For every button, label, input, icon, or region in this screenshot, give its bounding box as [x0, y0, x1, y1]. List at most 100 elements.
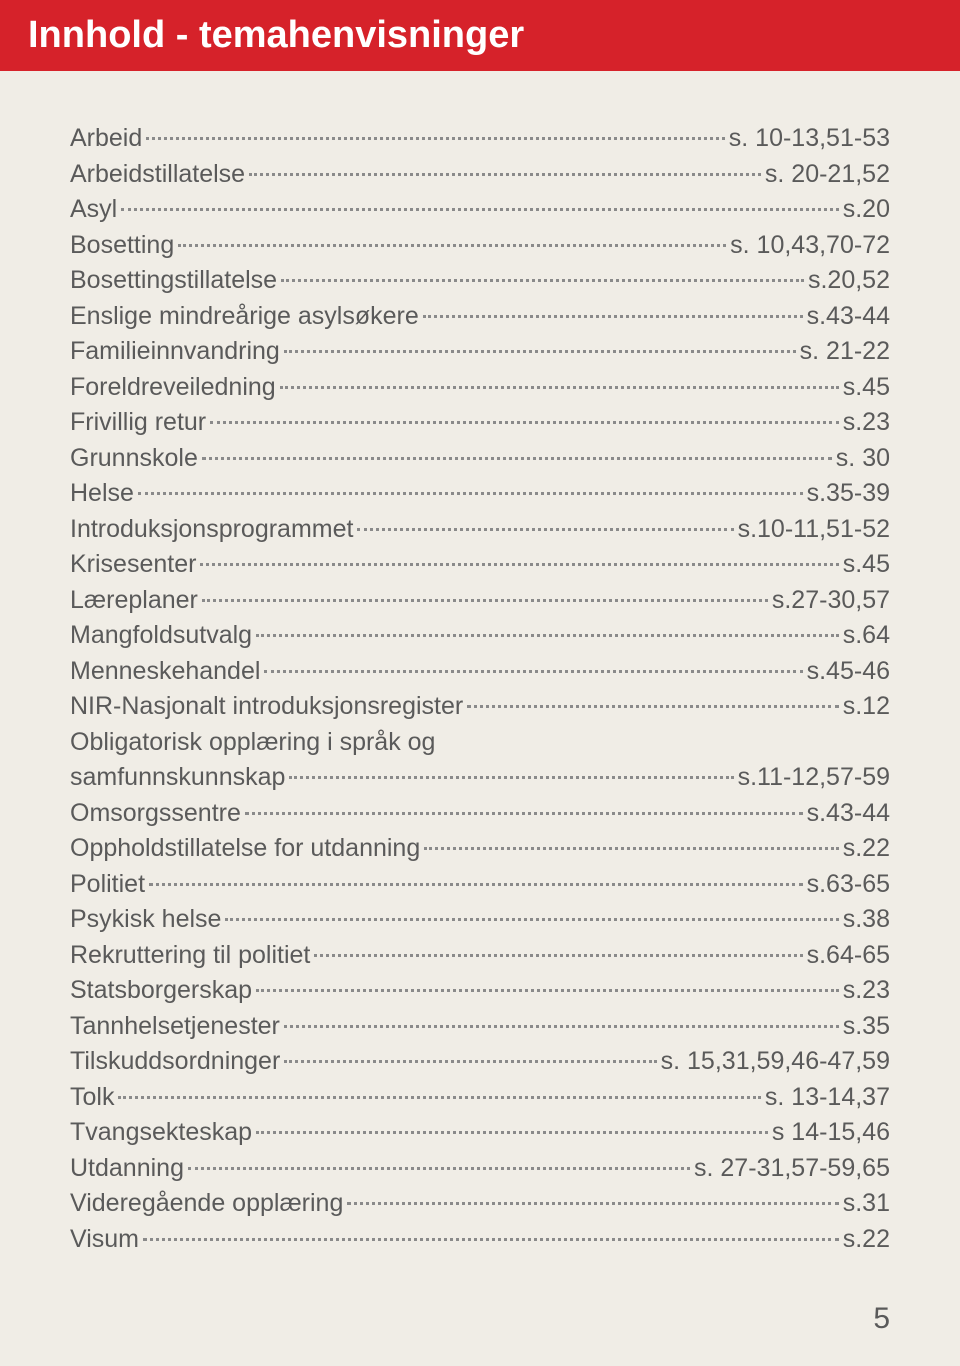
toc-label: Rekruttering til politiet — [70, 938, 310, 974]
toc-label: Asyl — [70, 192, 117, 228]
toc-entry: Introduksjonsprogrammets.10-11,51-52 — [70, 512, 890, 548]
toc-entry: Visum s.22 — [70, 1222, 890, 1258]
toc-label: Menneskehandel — [70, 654, 260, 690]
toc-page: s.31 — [843, 1186, 890, 1222]
toc-dots — [280, 386, 839, 389]
toc-entry: Rekruttering til politiets.64-65 — [70, 938, 890, 974]
toc-entry: Enslige mindreårige asylsøkeres.43-44 — [70, 299, 890, 335]
toc-entry: Utdanning s. 27-31,57-59,65 — [70, 1151, 890, 1187]
toc-page: s.45-46 — [807, 654, 890, 690]
toc-label: Oppholdstillatelse for utdanning — [70, 831, 420, 867]
toc-label: Grunnskole — [70, 441, 198, 477]
toc-page: s. 20-21,52 — [765, 157, 890, 193]
toc-page: s. 10,43,70-72 — [730, 228, 890, 264]
toc-label: Visum — [70, 1222, 139, 1258]
toc-entry: samfunnskunnskap s.11-12,57-59 — [70, 760, 890, 796]
toc-label: Enslige mindreårige asylsøkere — [70, 299, 419, 335]
toc-label: Krisesenter — [70, 547, 196, 583]
toc-dots — [357, 528, 733, 531]
toc-dots — [467, 705, 839, 708]
toc-label: Familieinnvandring — [70, 334, 280, 370]
toc-label: Tolk — [70, 1080, 114, 1116]
toc-dots — [178, 244, 726, 247]
toc-label: Læreplaner — [70, 583, 198, 619]
toc-page: s.27-30,57 — [772, 583, 890, 619]
toc-page: s.23 — [843, 973, 890, 1009]
toc-dots — [225, 918, 838, 921]
toc-page: s.43-44 — [807, 796, 890, 832]
toc-dots — [146, 137, 725, 140]
toc-entry: Asyls.20 — [70, 192, 890, 228]
toc-entry: Læreplaner s.27-30,57 — [70, 583, 890, 619]
toc-label: Tilskuddsordninger — [70, 1044, 280, 1080]
toc-entry: Bosettingstillatelses.20,52 — [70, 263, 890, 299]
toc-label: Bosettingstillatelse — [70, 263, 277, 299]
toc-entry: Tilskuddsordningers. 15,31,59,46-47,59 — [70, 1044, 890, 1080]
toc-label: Omsorgssentre — [70, 796, 241, 832]
header-title: Innhold - temahenvisninger — [28, 14, 524, 56]
toc-label: Politiet — [70, 867, 145, 903]
toc-page: s. 30 — [836, 441, 890, 477]
toc-entry: Psykisk helse s.38 — [70, 902, 890, 938]
page-number: 5 — [873, 1302, 890, 1336]
toc-page: s.23 — [843, 405, 890, 441]
toc-dots — [289, 776, 733, 779]
toc-entry-multiline: Obligatorisk opplæring i språk og — [70, 725, 890, 761]
toc-label: Frivillig retur — [70, 405, 206, 441]
toc-label: Foreldreveiledning — [70, 370, 276, 406]
toc-dots — [210, 421, 839, 424]
toc-label: Arbeid — [70, 121, 142, 157]
toc-page: s.22 — [843, 1222, 890, 1258]
toc-label: samfunnskunnskap — [70, 760, 285, 796]
toc-label: NIR-Nasjonalt introduksjonsregister — [70, 689, 463, 725]
toc-label: Tannhelsetjenester — [70, 1009, 280, 1045]
toc-dots — [188, 1167, 690, 1170]
toc-label: Videregående opplæring — [70, 1186, 343, 1222]
toc-dots — [284, 1025, 839, 1028]
toc-dots — [423, 315, 803, 318]
toc-page: s.38 — [843, 902, 890, 938]
toc-page: s.11-12,57-59 — [738, 760, 890, 796]
toc-page: s. 10-13,51-53 — [729, 121, 890, 157]
toc-page: s.22 — [843, 831, 890, 867]
toc-page: s.35-39 — [807, 476, 890, 512]
toc-dots — [249, 173, 761, 176]
toc-label: Psykisk helse — [70, 902, 221, 938]
toc-dots — [284, 350, 796, 353]
toc-entry: Videregående opplæring s.31 — [70, 1186, 890, 1222]
toc-entry: Politiet s.63-65 — [70, 867, 890, 903]
toc-dots — [264, 670, 802, 673]
toc-label: Utdanning — [70, 1151, 184, 1187]
toc-entry: Bosetting s. 10,43,70-72 — [70, 228, 890, 264]
toc-label: Statsborgerskap — [70, 973, 252, 1009]
toc-page: s. 27-31,57-59,65 — [694, 1151, 890, 1187]
toc-dots — [200, 563, 838, 566]
toc-page: s.45 — [843, 547, 890, 583]
toc-label: Mangfoldsutvalg — [70, 618, 252, 654]
toc-page: s.35 — [843, 1009, 890, 1045]
toc-entry: Arbeid s. 10-13,51-53 — [70, 121, 890, 157]
toc-entry: Omsorgssentre s.43-44 — [70, 796, 890, 832]
toc-page: s 14-15,46 — [772, 1115, 890, 1151]
toc-entry: Statsborgerskap s.23 — [70, 973, 890, 1009]
toc-entry: Tvangsekteskap s 14-15,46 — [70, 1115, 890, 1151]
toc-label: Tvangsekteskap — [70, 1115, 252, 1151]
toc-dots — [284, 1060, 656, 1063]
toc-dots — [149, 883, 803, 886]
toc-entry: Grunnskole s. 30 — [70, 441, 890, 477]
header-bar: Innhold - temahenvisninger — [0, 0, 960, 71]
toc-dots — [256, 1131, 768, 1134]
toc-label: Bosetting — [70, 228, 174, 264]
toc-dots — [202, 599, 768, 602]
toc-content: Arbeids. 10-13,51-53Arbeidstillatelses. … — [0, 71, 960, 1277]
toc-page: s.45 — [843, 370, 890, 406]
toc-page: s.63-65 — [807, 867, 890, 903]
toc-page: s. 13-14,37 — [765, 1080, 890, 1116]
toc-page: s. 21-22 — [800, 334, 890, 370]
toc-dots — [281, 279, 804, 282]
toc-entry: Oppholdstillatelse for utdanning s.22 — [70, 831, 890, 867]
toc-dots — [143, 1238, 839, 1241]
toc-entry: Menneskehandel s.45-46 — [70, 654, 890, 690]
toc-entry: Helses.35-39 — [70, 476, 890, 512]
toc-dots — [118, 1096, 760, 1099]
